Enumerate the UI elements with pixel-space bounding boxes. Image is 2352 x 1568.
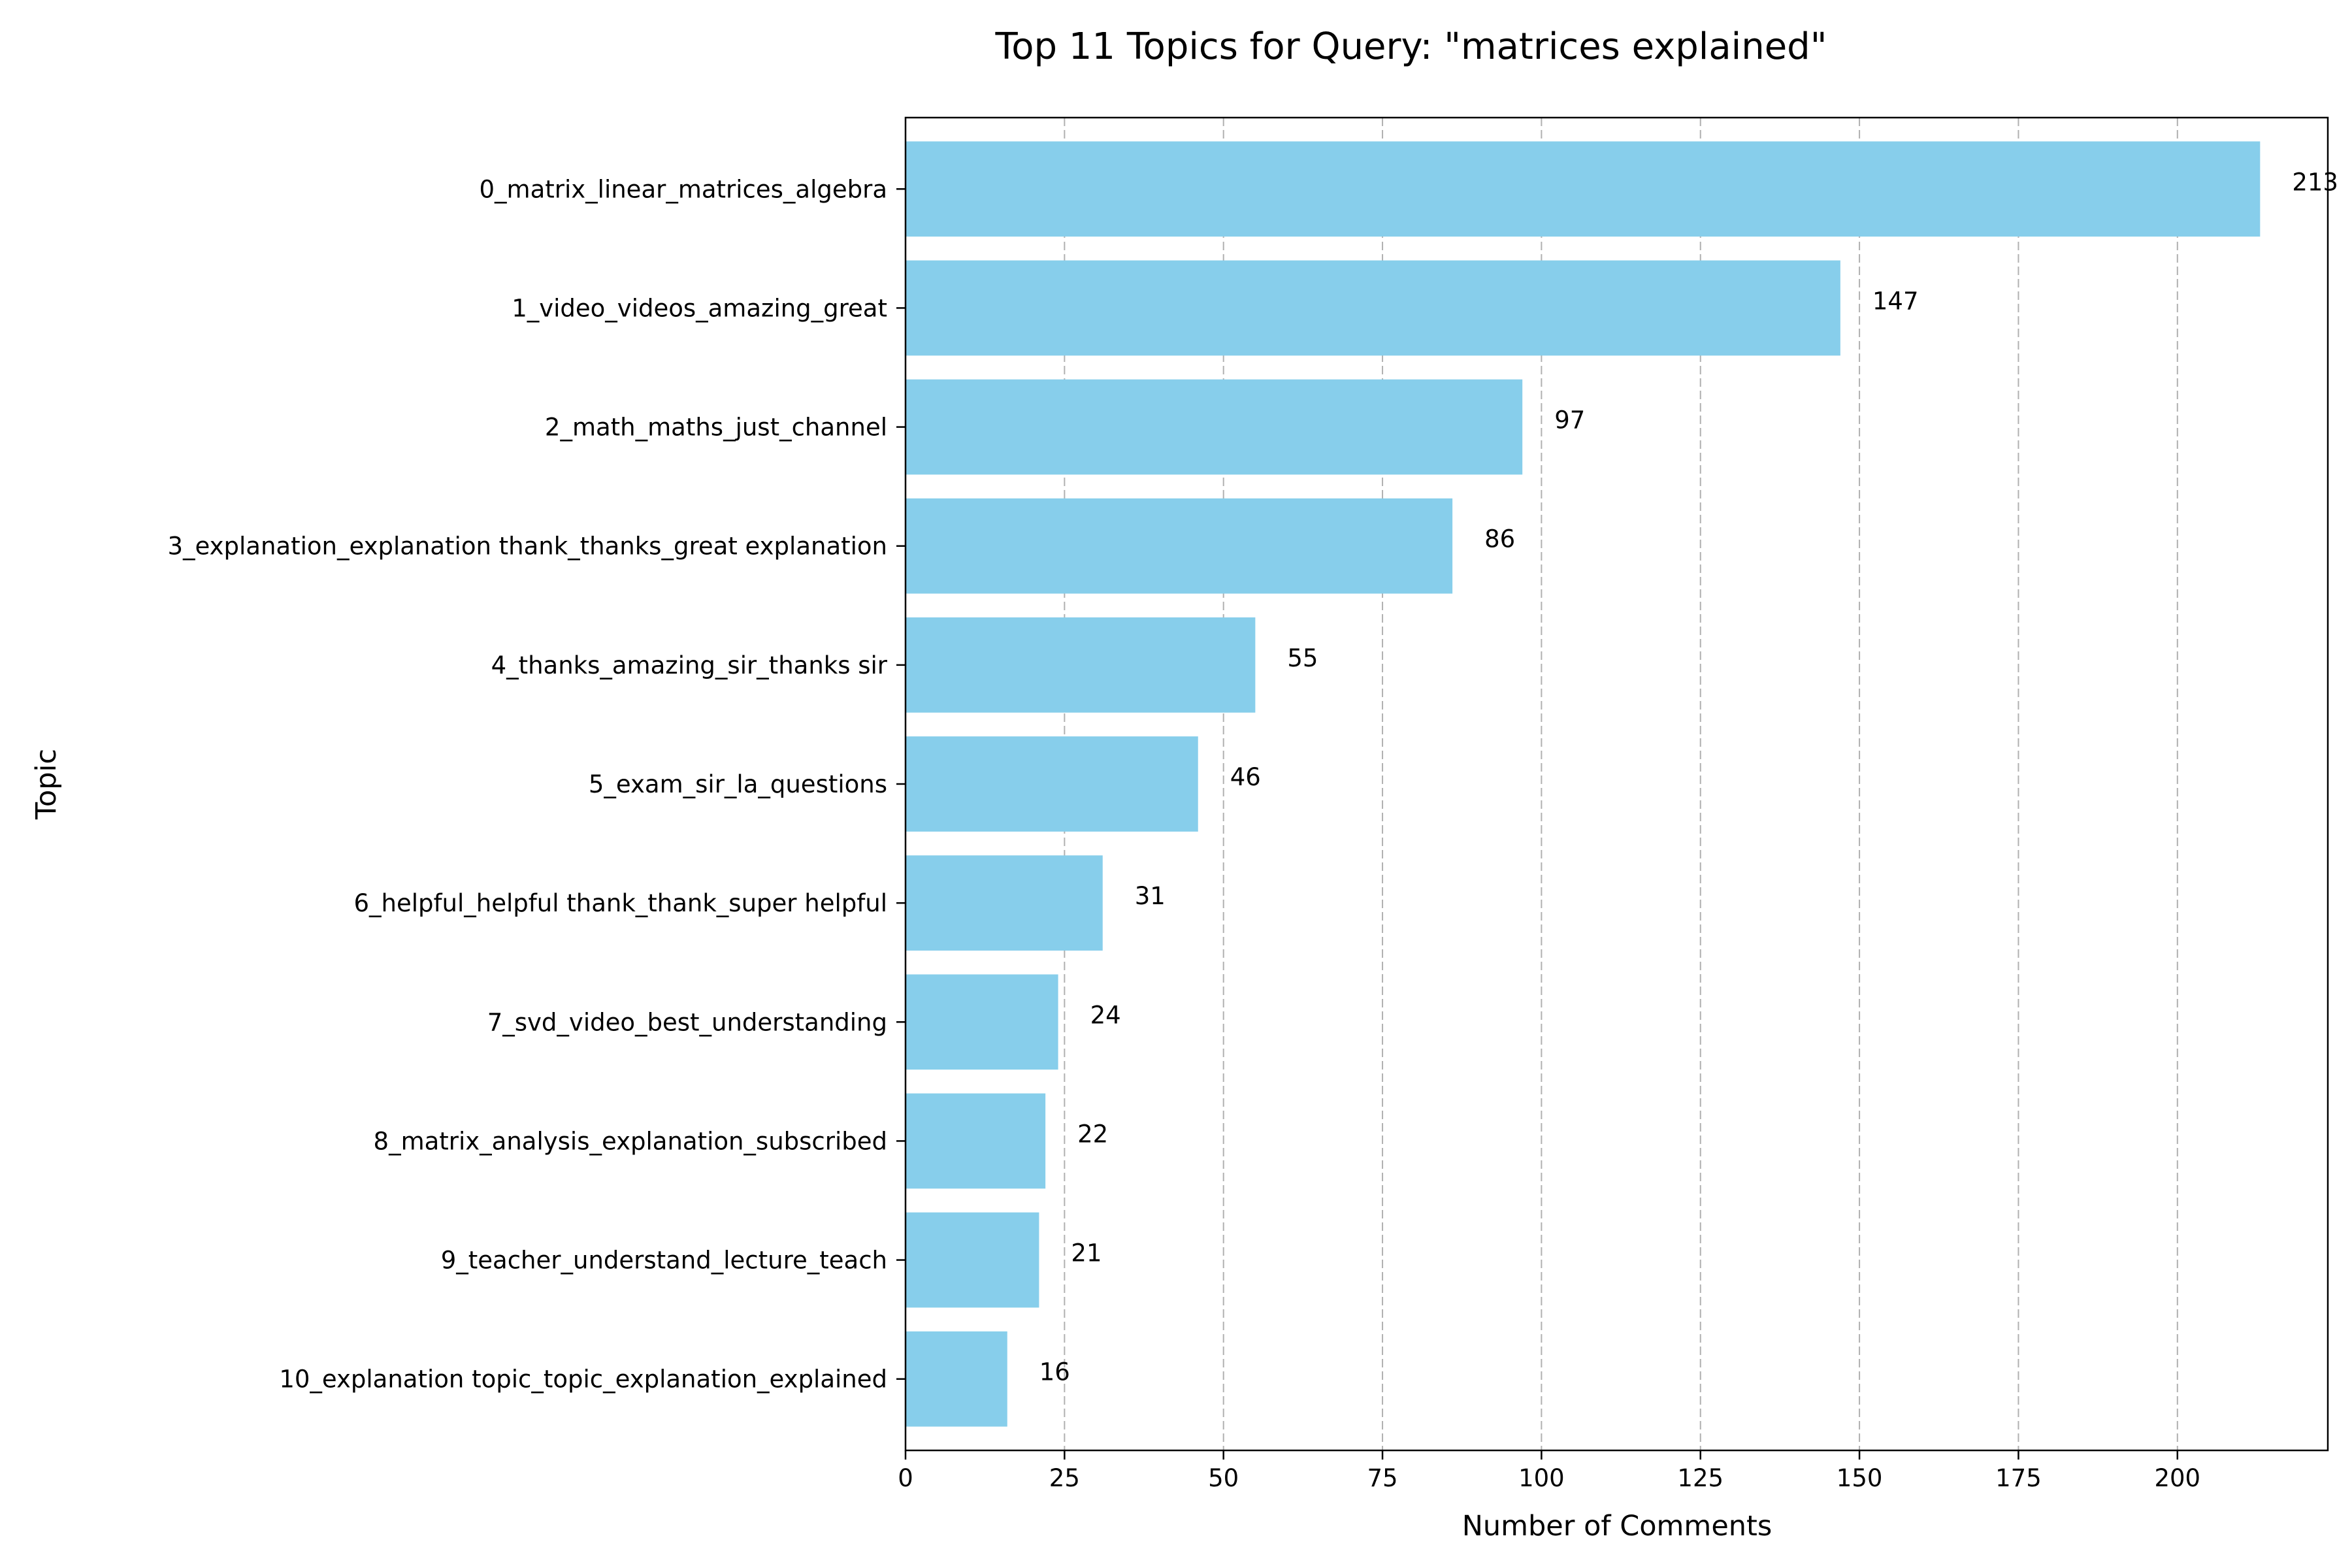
y-tick-label: 2_math_maths_just_channel: [545, 414, 887, 442]
bar-value-label: 147: [1872, 287, 1919, 315]
x-tick-label: 175: [1995, 1464, 2042, 1492]
x-tick-label: 100: [1518, 1464, 1565, 1492]
bar-value-label: 213: [2292, 168, 2338, 196]
y-tick-label: 3_explanation_explanation thank_thanks_g…: [167, 532, 887, 561]
bar: [906, 260, 1840, 356]
y-tick-label: 8_matrix_analysis_explanation_subscribed: [374, 1127, 887, 1155]
bar: [906, 141, 2261, 237]
bar-value-label: 46: [1230, 763, 1261, 791]
x-tick-label: 150: [1837, 1464, 1883, 1492]
x-axis-label: Number of Comments: [1462, 1510, 1772, 1543]
x-tick-label: 0: [898, 1464, 913, 1492]
y-tick-label: 5_exam_sir_la_questions: [589, 770, 887, 798]
y-tick-label: 9_teacher_understand_lecture_teach: [441, 1247, 887, 1275]
x-axis-ticks: 0 25 50 75 100 125 150 175 200: [898, 1450, 2200, 1492]
x-tick-label: 200: [2154, 1464, 2200, 1492]
bar: [906, 974, 1058, 1070]
bar-value-label: 21: [1071, 1239, 1102, 1267]
data-labels: 213 147 97 86 55 46 31 24 22 21 16: [1039, 168, 2338, 1386]
x-tick-label: 125: [1677, 1464, 1723, 1492]
bar-value-label: 86: [1484, 525, 1515, 553]
x-grid: [1064, 118, 2178, 1450]
bar-value-label: 24: [1090, 1001, 1121, 1029]
x-tick-label: 50: [1208, 1464, 1239, 1492]
bar: [906, 1331, 1007, 1427]
bar: [906, 379, 1523, 475]
chart-title: Top 11 Topics for Query: "matrices expla…: [995, 25, 1827, 68]
y-tick-label: 4_thanks_amazing_sir_thanks sir: [491, 651, 888, 679]
bar: [906, 498, 1453, 594]
bar: [906, 736, 1198, 832]
bar-value-label: 31: [1135, 882, 1166, 910]
bar: [906, 1093, 1046, 1189]
y-tick-label: 7_svd_video_best_understanding: [487, 1008, 887, 1036]
y-axis-label: Topic: [30, 749, 63, 820]
bar-value-label: 97: [1554, 406, 1585, 434]
y-tick-label: 10_explanation topic_topic_explanation_e…: [279, 1365, 887, 1394]
bar: [906, 855, 1103, 951]
y-tick-label: 6_helpful_helpful thank_thank_super help…: [354, 889, 887, 917]
x-tick-label: 75: [1367, 1464, 1398, 1492]
y-axis-ticks: 0_matrix_linear_matrices_algebra 1_video_…: [167, 175, 906, 1394]
y-tick-label: 1_video_videos_amazing_great: [512, 294, 887, 322]
bar-value-label: 55: [1287, 644, 1318, 672]
y-tick-label: 0_matrix_linear_matrices_algebra: [480, 175, 887, 203]
bar: [906, 1212, 1039, 1308]
bars: [906, 141, 2261, 1427]
bar-value-label: 16: [1039, 1358, 1070, 1386]
x-tick-label: 25: [1049, 1464, 1080, 1492]
bar-value-label: 22: [1077, 1120, 1108, 1148]
bar: [906, 617, 1256, 713]
